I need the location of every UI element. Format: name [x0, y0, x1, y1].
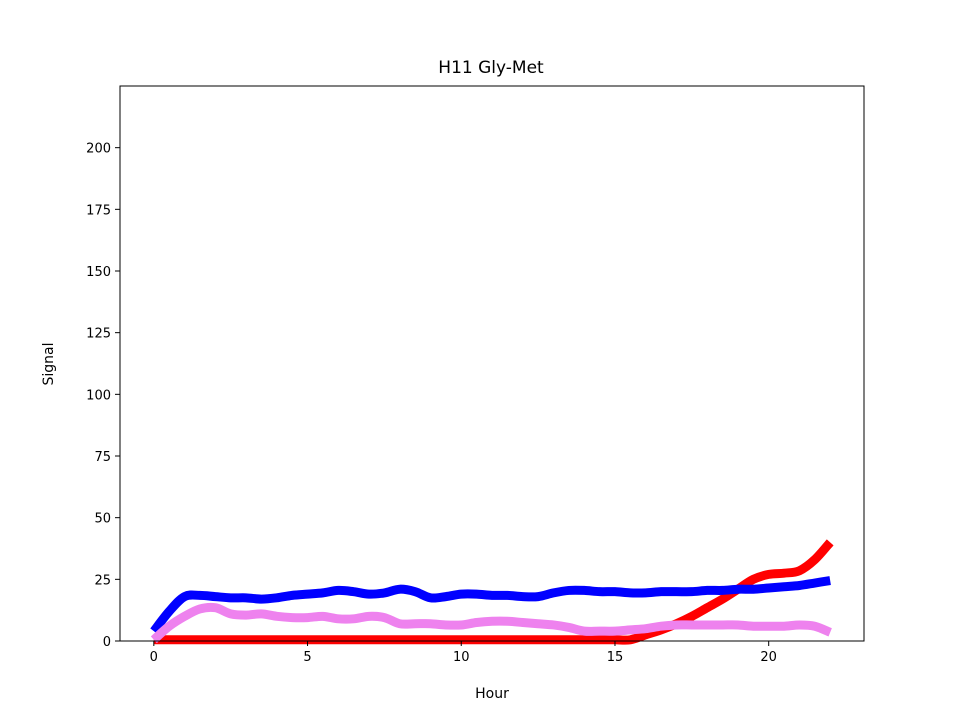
y-tick-label: 125	[86, 327, 111, 342]
plot-frame	[119, 85, 865, 642]
x-axis: 0 5 10 15 20	[150, 641, 777, 665]
series-line-1	[153, 539, 834, 645]
series-line-2	[150, 576, 831, 634]
x-tick-label: 0	[150, 650, 158, 665]
y-axis-title: Signal	[41, 342, 57, 385]
y-axis: 0 25 50 75 100 125 150 175 200	[86, 142, 120, 650]
y-tick-label: 50	[94, 512, 111, 527]
series-line-3	[150, 602, 832, 644]
x-tick-label: 20	[760, 650, 777, 665]
y-tick-label: 200	[86, 142, 111, 157]
y-tick-label: 150	[86, 265, 111, 280]
y-tick-label: 75	[94, 450, 111, 465]
x-tick-label: 5	[303, 650, 311, 665]
y-tick-label: 175	[86, 203, 111, 218]
y-tick-label: 0	[103, 635, 111, 650]
series-layer	[150, 539, 834, 645]
x-tick-label: 15	[607, 650, 624, 665]
x-tick-label: 10	[453, 650, 470, 665]
x-axis-title: Hour	[475, 686, 509, 702]
y-tick-label: 25	[94, 573, 111, 588]
chart-title: H11 Gly-Met	[438, 58, 544, 78]
y-tick-label: 100	[86, 388, 111, 403]
